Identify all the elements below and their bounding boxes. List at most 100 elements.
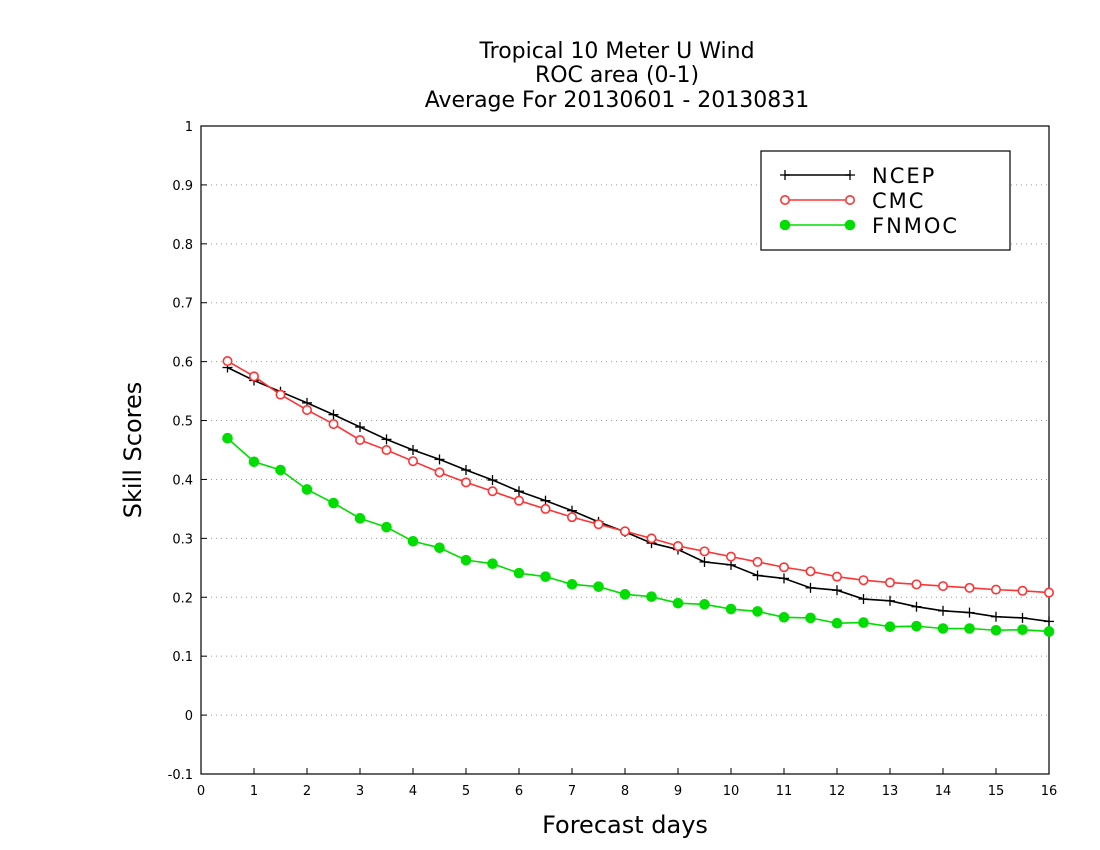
data-point-ncep — [408, 445, 418, 455]
y-tick-label: -0.1 — [168, 768, 193, 783]
data-point-fnmoc — [831, 617, 843, 629]
legend-marker — [844, 219, 856, 231]
data-point-fnmoc — [699, 599, 710, 610]
data-point-fnmoc — [248, 456, 260, 468]
y-axis-ticks: -0.1 0 0.1 0.2 0.3 0.4 0.5 0.6 0.7 0.8 0.9 1 — [168, 120, 207, 783]
data-point-fnmoc — [540, 571, 551, 582]
data-point-ncep — [991, 611, 1001, 622]
data-point-ncep — [805, 582, 816, 593]
legend-marker — [845, 170, 855, 180]
legend-marker — [780, 170, 790, 180]
data-point-cmc — [672, 541, 683, 552]
data-point-ncep — [832, 585, 842, 596]
y-tick-label: 0.4 — [172, 473, 193, 488]
legend-label: NCEP — [872, 164, 936, 188]
y-tick-label: 0.1 — [172, 650, 193, 665]
data-point-cmc — [249, 371, 260, 382]
series-line-cmc — [227, 360, 1050, 594]
chart-title-line-3: Average For 20130601 - 20130831 — [425, 88, 810, 113]
data-point-cmc — [1044, 587, 1055, 598]
data-point-cmc — [911, 579, 922, 590]
y-tick-label: 0.5 — [172, 415, 193, 430]
data-point-ncep — [885, 595, 895, 606]
data-point-fnmoc — [1043, 626, 1055, 637]
data-point-fnmoc — [805, 612, 816, 624]
y-tick-label: 0.3 — [172, 532, 193, 547]
y-tick-label: 0.6 — [172, 356, 193, 371]
data-point-cmc — [328, 419, 339, 430]
data-point-cmc — [381, 444, 392, 455]
data-point-ncep — [381, 434, 392, 445]
data-point-ncep — [328, 409, 339, 420]
chart-title-line-2: ROC area (0-1) — [535, 63, 699, 88]
data-point-ncep — [355, 422, 365, 433]
x-tick-label: 14 — [935, 784, 952, 799]
data-point-cmc — [513, 495, 524, 506]
data-point-fnmoc — [778, 612, 790, 623]
x-tick-label: 5 — [462, 784, 470, 799]
data-point-fnmoc — [381, 521, 392, 533]
data-point-ncep — [514, 486, 524, 497]
legend-label: FNMOC — [872, 214, 959, 238]
chart-title: Tropical 10 Meter U Wind ROC area (0-1) … — [425, 39, 810, 113]
data-point-cmc — [805, 566, 816, 577]
data-point-fnmoc — [619, 589, 631, 600]
data-point-fnmoc — [513, 567, 525, 579]
data-point-cmc — [858, 575, 869, 586]
data-point-fnmoc — [672, 597, 684, 609]
data-point-ncep — [752, 570, 763, 581]
y-tick-label: 0.8 — [172, 238, 193, 253]
y-axis-label: Skill Scores — [119, 382, 147, 519]
data-point-ncep — [964, 607, 975, 618]
x-axis-ticks: 0 1 2 3 4 5 6 7 8 9 10 11 12 13 14 15 16 — [197, 768, 1057, 799]
data-point-cmc — [222, 356, 233, 367]
data-point-cmc — [540, 503, 551, 514]
series-fnmoc — [222, 432, 1055, 637]
data-point-cmc — [354, 434, 365, 445]
data-point-cmc — [407, 456, 418, 467]
data-point-cmc — [646, 533, 657, 544]
data-point-ncep — [434, 454, 445, 465]
x-tick-label: 0 — [197, 784, 205, 799]
data-point-cmc — [937, 581, 948, 592]
x-tick-label: 4 — [409, 784, 417, 799]
data-point-cmc — [990, 584, 1001, 595]
legend-marker — [779, 219, 791, 231]
data-point-ncep — [1017, 612, 1028, 623]
grid-lines — [201, 184, 1049, 716]
series-cmc — [222, 356, 1055, 598]
data-point-cmc — [884, 577, 895, 588]
data-point-fnmoc — [460, 554, 472, 566]
data-point-cmc — [275, 389, 286, 400]
data-point-cmc — [1017, 585, 1028, 596]
x-tick-label: 11 — [776, 784, 793, 799]
data-point-ncep — [938, 605, 948, 616]
y-tick-label: 0.7 — [172, 297, 193, 312]
legend-marker — [844, 195, 855, 206]
data-point-cmc — [752, 556, 763, 567]
data-point-cmc — [593, 519, 604, 530]
data-point-fnmoc — [858, 617, 869, 628]
x-tick-label: 15 — [988, 784, 1005, 799]
series-ncep — [222, 362, 1054, 627]
y-tick-label: 0 — [185, 709, 193, 724]
data-point-fnmoc — [964, 623, 975, 634]
data-point-fnmoc — [752, 606, 763, 617]
data-point-fnmoc — [884, 621, 896, 633]
data-point-ncep — [487, 475, 498, 486]
series-line-ncep — [227, 366, 1050, 623]
legend-item-fnmoc: FNMOC — [779, 214, 959, 238]
x-tick-label: 1 — [250, 784, 258, 799]
data-point-ncep — [911, 601, 922, 612]
chart-title-line-1: Tropical 10 Meter U Wind — [478, 39, 754, 64]
x-tick-label: 2 — [303, 784, 311, 799]
data-point-fnmoc — [725, 603, 737, 615]
data-point-fnmoc — [354, 513, 366, 524]
data-point-cmc — [831, 571, 842, 582]
legend-item-ncep: NCEP — [780, 164, 936, 188]
data-point-cmc — [725, 551, 736, 562]
data-point-cmc — [619, 526, 630, 537]
